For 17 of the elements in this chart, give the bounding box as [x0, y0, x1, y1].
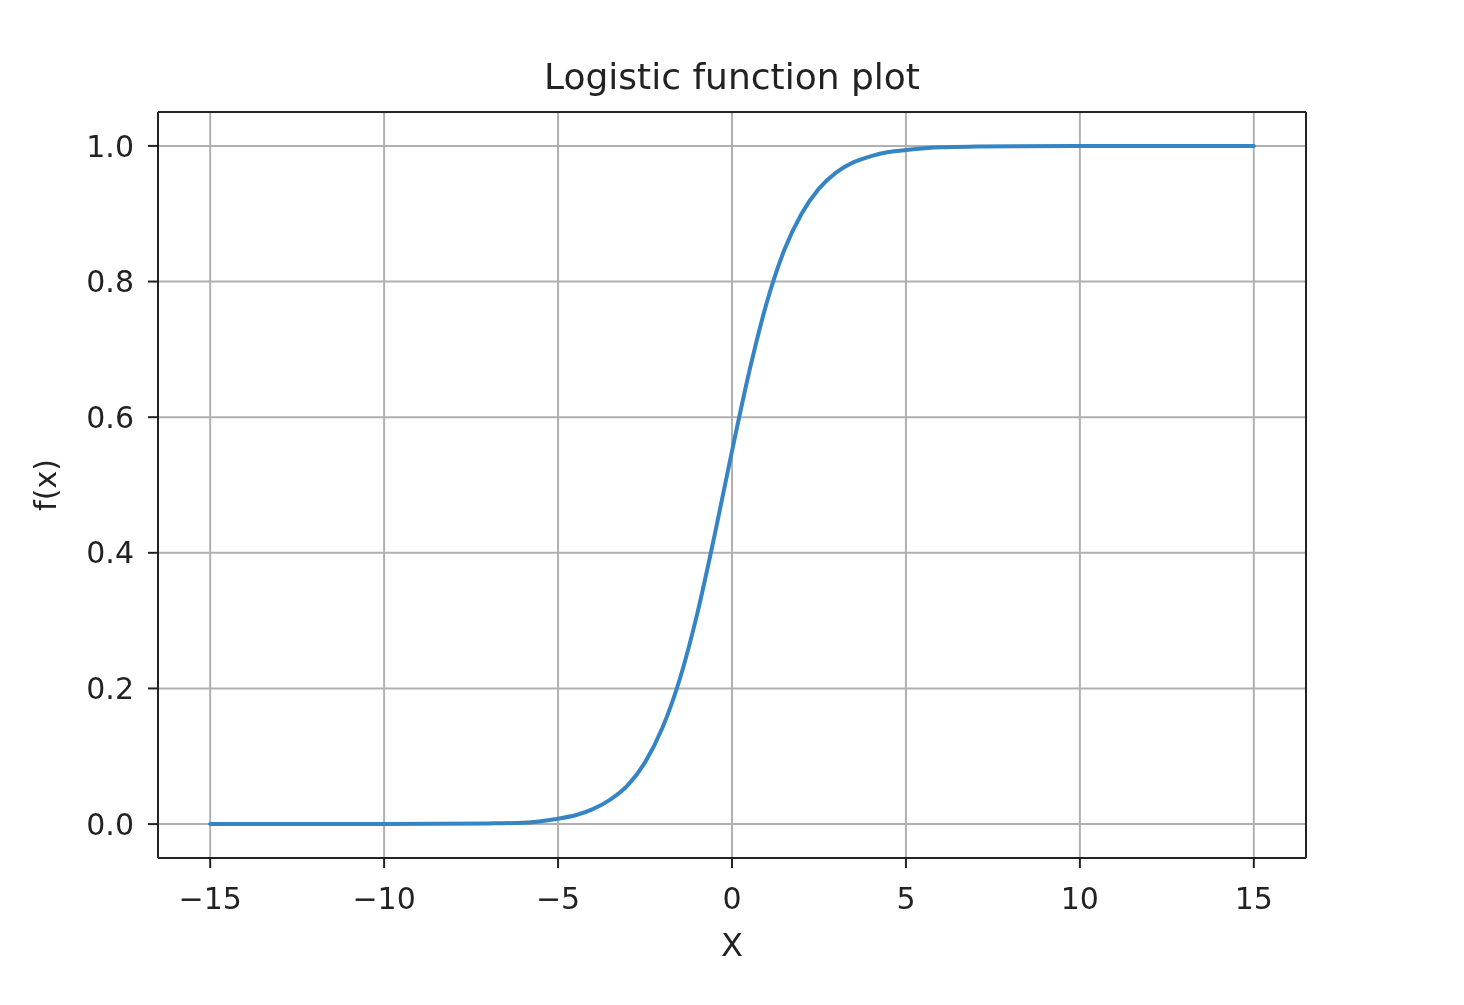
y-tick-label: 0.2: [86, 671, 134, 707]
line-series: [208, 143, 1256, 827]
y-tick-label: 0.4: [86, 535, 134, 571]
x-tick-label: −5: [535, 881, 581, 917]
chart-title: Logistic function plot: [543, 56, 921, 97]
y-axis-title: f(x): [27, 459, 63, 511]
x-tick-label: −15: [178, 881, 242, 917]
x-tick-label: 15: [1234, 881, 1273, 917]
x-axis-title: X: [721, 926, 743, 964]
x-tick-label: 5: [896, 881, 916, 917]
x-tick-label: 0: [722, 881, 742, 917]
x-tick-label: 10: [1060, 881, 1099, 917]
y-tick-label: 0.8: [86, 264, 134, 300]
y-tick-label: 0.0: [86, 806, 134, 842]
y-tick-label: 1.0: [86, 128, 134, 164]
y-tick-label: 0.6: [86, 399, 134, 435]
x-tick-label: −10: [352, 881, 416, 917]
